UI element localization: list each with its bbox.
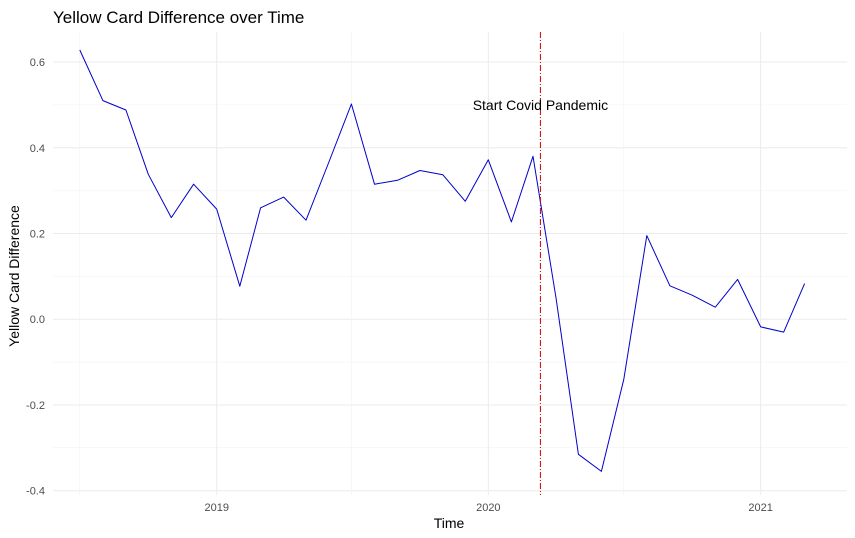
y-tick-label: -0.4 bbox=[26, 486, 45, 498]
x-axis: 2019 2020 2021 bbox=[204, 502, 772, 514]
chart-title: Yellow Card Difference over Time bbox=[53, 8, 304, 27]
y-tick-label: 0.0 bbox=[30, 314, 45, 326]
series-line bbox=[79, 49, 806, 472]
x-tick-label: 2021 bbox=[748, 502, 772, 514]
x-tick-label: 2020 bbox=[476, 502, 500, 514]
y-tick-label: 0.4 bbox=[30, 143, 45, 155]
series-layer bbox=[79, 49, 806, 472]
y-tick-label: 0.6 bbox=[30, 57, 45, 69]
y-tick-label: -0.2 bbox=[26, 400, 45, 412]
y-axis: -0.4 -0.2 0.0 0.2 0.4 0.6 bbox=[26, 57, 45, 498]
x-axis-title: Time bbox=[434, 515, 465, 531]
x-tick-label: 2019 bbox=[204, 502, 228, 514]
y-axis-title: Yellow Card Difference bbox=[6, 205, 22, 347]
y-tick-label: 0.2 bbox=[30, 228, 45, 240]
grid bbox=[53, 32, 847, 495]
annotation-start-covid: Start Covid Pandemic bbox=[473, 97, 608, 113]
